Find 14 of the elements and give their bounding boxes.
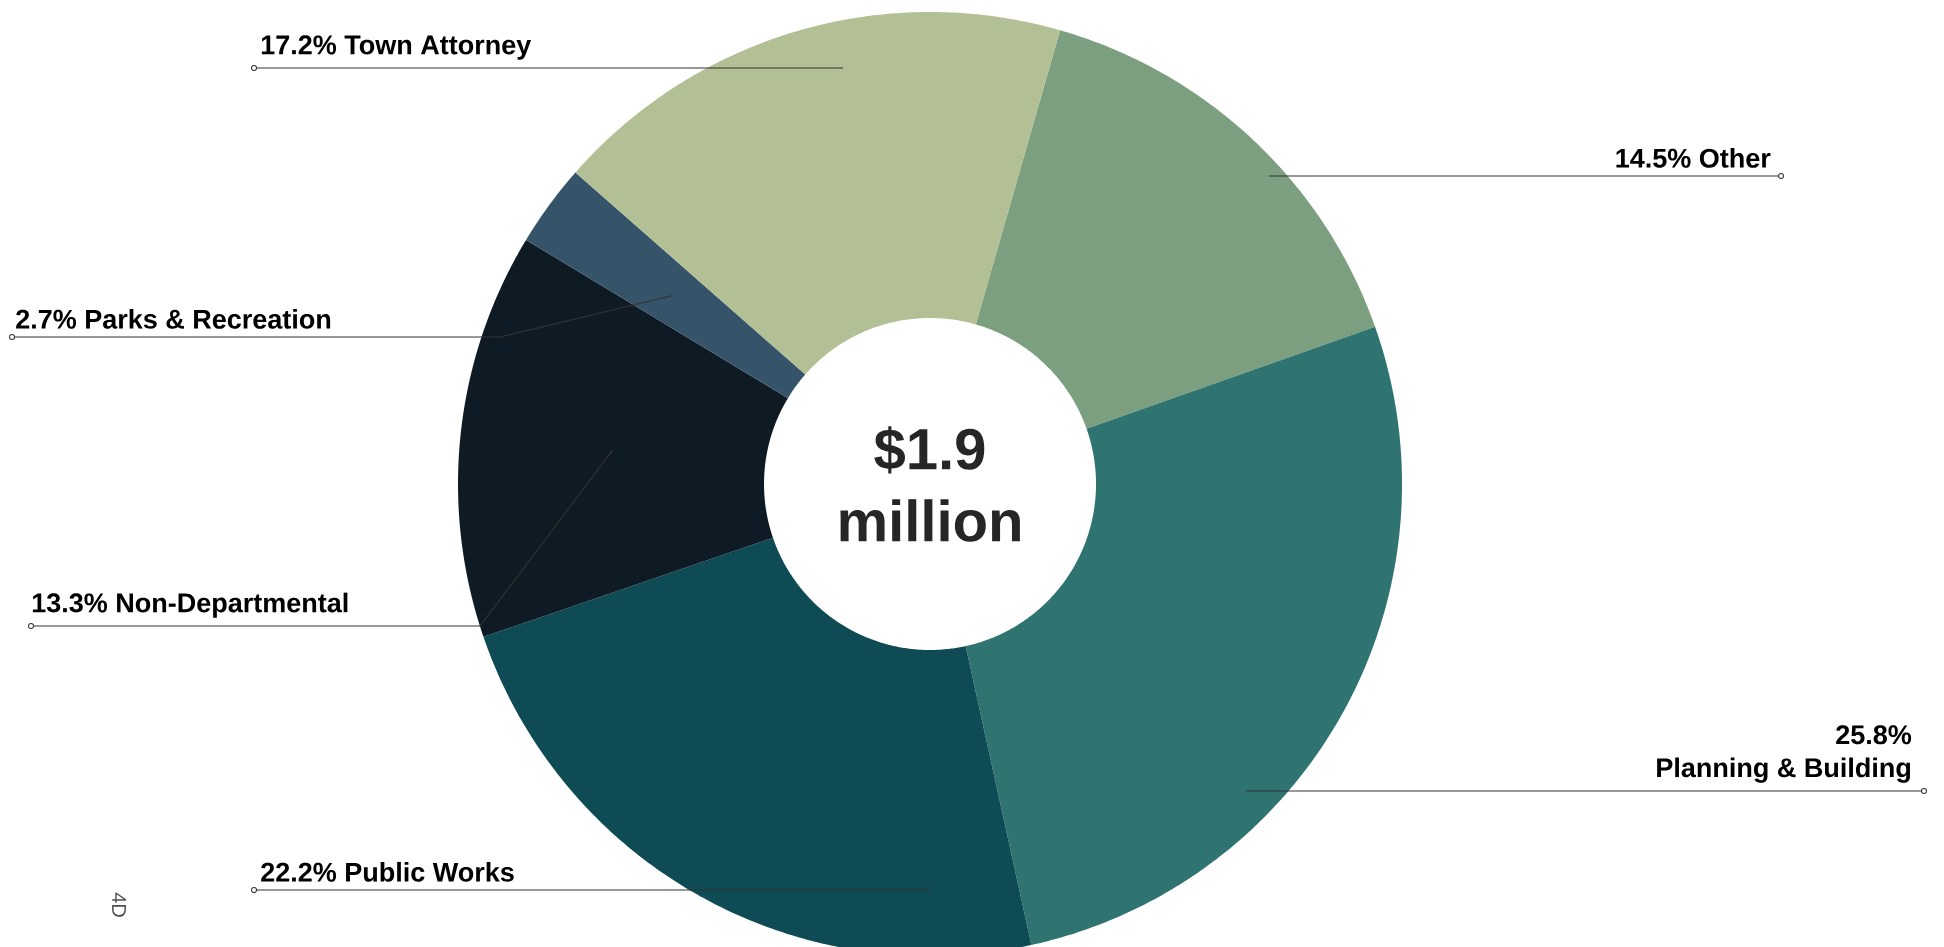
data-label: 13.3% [32, 593, 108, 613]
data-label: 14.5% [1616, 148, 1691, 168]
slice-label: Other [1699, 147, 1771, 168]
text: $1.9 million [840, 426, 1020, 542]
data-label: 22.2% [261, 862, 337, 882]
data-label: 25.8% [1836, 725, 1912, 745]
slice-label: Parks & Recreation [86, 308, 331, 329]
slice-label: Town Attorney [344, 35, 532, 60]
text: 4D [112, 892, 126, 917]
slice-label: Non-Departmental [117, 592, 348, 618]
slice-label: Public Works [346, 861, 514, 882]
slice-label: Planning & Building [1657, 757, 1911, 783]
data-label: 2.7% [16, 309, 77, 329]
data-label: 17.2% [261, 35, 337, 55]
